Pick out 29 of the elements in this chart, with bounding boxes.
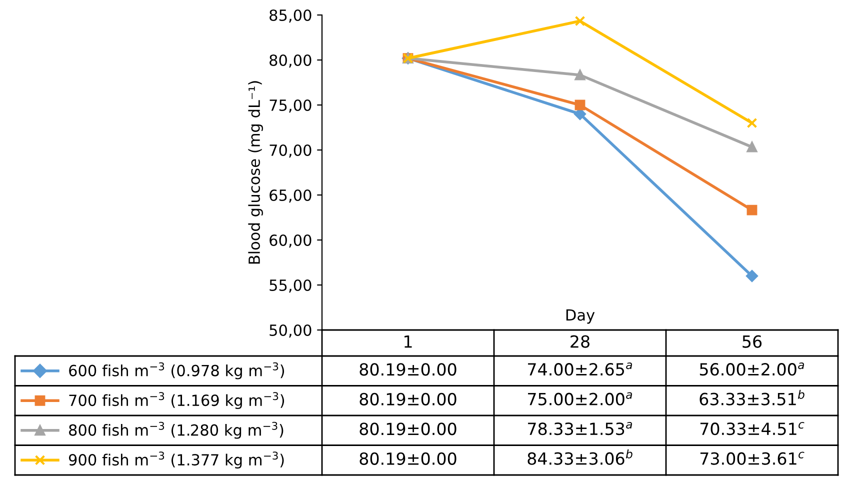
- x-tick-label: 56: [742, 335, 762, 348]
- y-tick-label: 65,00: [270, 189, 312, 203]
- legend-label: 600 fish m$^{−3}$ (0.978 kg m$^{−3}$): [69, 362, 284, 380]
- x-tick-label: 28: [570, 335, 590, 348]
- y-tick-label: 70,00: [270, 144, 312, 158]
- y-axis-title: Blood glucose (mg dL⁻¹): [248, 81, 263, 264]
- data-label: 63.33±3.51$^{b}$: [700, 390, 804, 406]
- y-tick-label: 50,00: [270, 324, 312, 338]
- x-tick-label: 1: [404, 335, 412, 348]
- data-label: 74.00±2.65$^{a}$: [528, 362, 632, 376]
- data-label: 80.19±0.00: [360, 452, 456, 465]
- x-axis-title: Day: [566, 309, 595, 324]
- data-label: 78.33±1.53$^{a}$: [528, 422, 632, 436]
- y-tick-label: 75,00: [270, 99, 312, 113]
- y-tick-label: 85,00: [270, 9, 312, 23]
- data-label: 70.33±4.51$^{c}$: [700, 422, 804, 436]
- data-label: 75.00±2.00$^{a}$: [528, 392, 632, 406]
- legend-label: 800 fish m$^{−3}$ (1.280 kg m$^{−3}$): [69, 422, 284, 439]
- y-tick-label: 80,00: [270, 54, 312, 68]
- data-label: 84.33±3.06$^{b}$: [528, 449, 632, 465]
- y-tick-label: 60,00: [270, 234, 312, 248]
- y-tick-label: 55,00: [270, 279, 312, 293]
- data-label: 80.19±0.00: [360, 363, 456, 376]
- data-label: 56.00±2.00$^{a}$: [700, 362, 804, 376]
- data-label: 73.00±3.61$^{c}$: [700, 452, 804, 465]
- data-label: 80.19±0.00: [360, 392, 456, 406]
- legend-label: 900 fish m$^{−3}$ (1.377 kg m$^{−3}$): [68, 452, 284, 469]
- data-label: 80.19±0.00: [360, 422, 456, 436]
- legend-label: 700 fish m$^{−3}$ (1.169 kg m$^{−3}$): [69, 392, 284, 410]
